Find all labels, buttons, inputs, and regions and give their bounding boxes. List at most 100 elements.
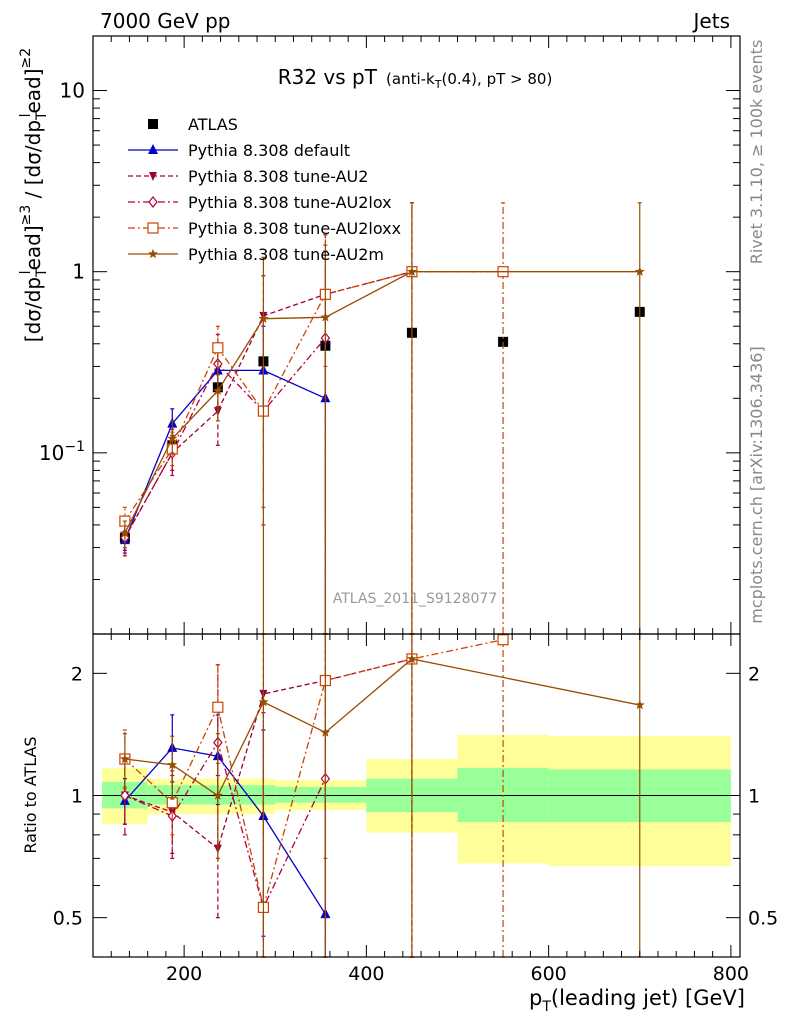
legend-label: Pythia 8.308 tune-AU2m xyxy=(188,245,384,264)
ratio-data-point xyxy=(212,701,224,713)
legend-entry-3: Pythia 8.308 tune-AU2lox xyxy=(128,193,392,212)
main-plot xyxy=(119,202,645,635)
legend-label: Pythia 8.308 default xyxy=(188,141,350,160)
ratio-plot xyxy=(119,633,645,958)
ylabel-b-sub: T xyxy=(34,111,50,121)
tick-base: 10 xyxy=(60,79,85,103)
legend-marker xyxy=(147,222,159,234)
legend-label: Pythia 8.308 tune-AU2 xyxy=(188,167,368,186)
main-series-line xyxy=(124,271,640,534)
chart-title: R32 vs pT (anti-kT(0.4), pT > 80) xyxy=(278,65,553,91)
ylabel-a-sup: l xyxy=(18,270,34,274)
ratio-data-point xyxy=(497,634,509,646)
chart-title-main: R32 vs pT xyxy=(278,65,378,89)
ratio-data-point xyxy=(212,790,223,800)
xlabel-sub: T xyxy=(541,999,551,1015)
main-series-0 xyxy=(119,306,645,543)
ratio-y-tick-label-right: 2 xyxy=(748,663,760,685)
ratio-data-point xyxy=(120,789,130,802)
main-y-axis-label: [dσ/dpTlead]≥3 / [dσ/dpTlead]≥2 xyxy=(18,48,50,342)
ylabel-b-tail-sup: ≥2 xyxy=(18,48,34,69)
main-data-point xyxy=(634,266,645,276)
ratio-y-tick-label-right: 1 xyxy=(748,786,760,808)
legend-entry-2: Pythia 8.308 tune-AU2 xyxy=(128,167,368,186)
ratio-y-tick-label-right: 0.5 xyxy=(748,908,778,930)
xlabel-main: p xyxy=(529,986,542,1010)
chart-title-sub: (anti-k xyxy=(386,70,435,88)
ratio-data-point xyxy=(320,727,331,737)
legend-marker xyxy=(148,119,158,129)
tick-base: 10 xyxy=(39,441,64,465)
main-series-4 xyxy=(119,202,509,635)
ylabel-b: [dσ/dp xyxy=(21,120,45,185)
xlabel-rest: (leading jet) [GeV] xyxy=(551,986,745,1010)
ratio-y-tick-label-left: 1 xyxy=(71,786,83,808)
ylabel-sep: / xyxy=(21,185,45,204)
main-series-5 xyxy=(119,202,645,635)
main-series-line xyxy=(124,369,326,541)
main-data-point xyxy=(498,336,509,347)
x-tick-label: 800 xyxy=(713,963,749,985)
x-axis-label: pT(leading jet) [GeV] xyxy=(529,986,745,1015)
ratio-data-point xyxy=(167,759,178,769)
legend-marker xyxy=(148,248,158,259)
legend-marker xyxy=(148,144,158,154)
legend-entry-5: Pythia 8.308 tune-AU2m xyxy=(128,245,384,264)
chart-title-sub-index: T xyxy=(434,78,442,91)
main-series-line xyxy=(124,271,504,522)
main-y-tick-label: 10 xyxy=(60,79,85,103)
side-label-mcplots: mcplots.cern.ch [arXiv:1306.3436] xyxy=(747,346,766,623)
main-data-point xyxy=(258,313,269,323)
x-tick-label: 200 xyxy=(166,963,202,985)
ylabel-b-tail: ead] xyxy=(21,68,45,113)
ylabel-a-tail: ead] xyxy=(21,225,45,270)
legend-label: Pythia 8.308 tune-AU2loxx xyxy=(188,219,401,238)
main-data-point xyxy=(212,342,224,354)
main-data-point xyxy=(320,312,331,322)
ratio-data-point xyxy=(407,653,417,664)
ratio-data-point xyxy=(258,696,269,707)
ratio-y-axis-label: Ratio to ATLAS xyxy=(21,736,40,853)
main-series-3 xyxy=(120,250,331,635)
legend-entry-0: ATLAS xyxy=(148,115,238,134)
legend-marker xyxy=(149,172,157,181)
main-y-tick-label: 10−1 xyxy=(39,439,85,465)
legend-marker xyxy=(148,196,158,208)
legend-entry-1: Pythia 8.308 default xyxy=(128,141,350,160)
analysis-watermark: ATLAS_2011_S9128077 xyxy=(333,591,498,607)
main-y-tick-label: 1 xyxy=(72,260,85,284)
main-series-2 xyxy=(120,202,416,635)
legend-entry-4: Pythia 8.308 tune-AU2loxx xyxy=(128,219,401,238)
header-right-label: Jets xyxy=(692,9,730,33)
ratio-series-line xyxy=(124,747,326,915)
ylabel-a-tail-sup: ≥3 xyxy=(18,205,34,226)
ratio-series-0 xyxy=(119,714,331,958)
x-tick-label: 600 xyxy=(531,963,567,985)
ratio-uncertainty-bands xyxy=(93,734,740,867)
main-series-line xyxy=(124,337,326,539)
x-tick-label: 400 xyxy=(348,963,384,985)
ylabel-a: [dσ/dp xyxy=(21,277,45,342)
legend: ATLAS Pythia 8.308 default Pythia 8.308 tu… xyxy=(128,115,401,264)
main-data-point xyxy=(167,433,178,443)
ratio-series-4 xyxy=(119,633,645,958)
chart-title-sub-rest: (0.4), pT > 80) xyxy=(441,70,552,88)
main-data-point xyxy=(119,528,130,538)
ratio-y-tick-label-left: 2 xyxy=(71,663,83,685)
ratio-data-point xyxy=(634,699,645,710)
side-label-rivet: Rivet 3.1.10, ≥ 100k events xyxy=(747,40,766,265)
tick-exponent: −1 xyxy=(64,439,85,455)
ratio-band-green xyxy=(275,786,367,803)
main-data-point xyxy=(212,385,223,395)
ylabel-b-sup: l xyxy=(18,114,34,118)
ratio-data-point xyxy=(119,753,130,764)
legend-label: Pythia 8.308 tune-AU2lox xyxy=(188,193,392,212)
header-left-label: 7000 GeV pp xyxy=(100,9,231,33)
tick-base: 1 xyxy=(72,260,85,284)
main-data-point xyxy=(407,266,417,276)
ylabel-a-sub: T xyxy=(34,268,50,278)
legend-label: ATLAS xyxy=(188,115,238,134)
ratio-y-tick-label-left: 0.5 xyxy=(53,908,83,930)
